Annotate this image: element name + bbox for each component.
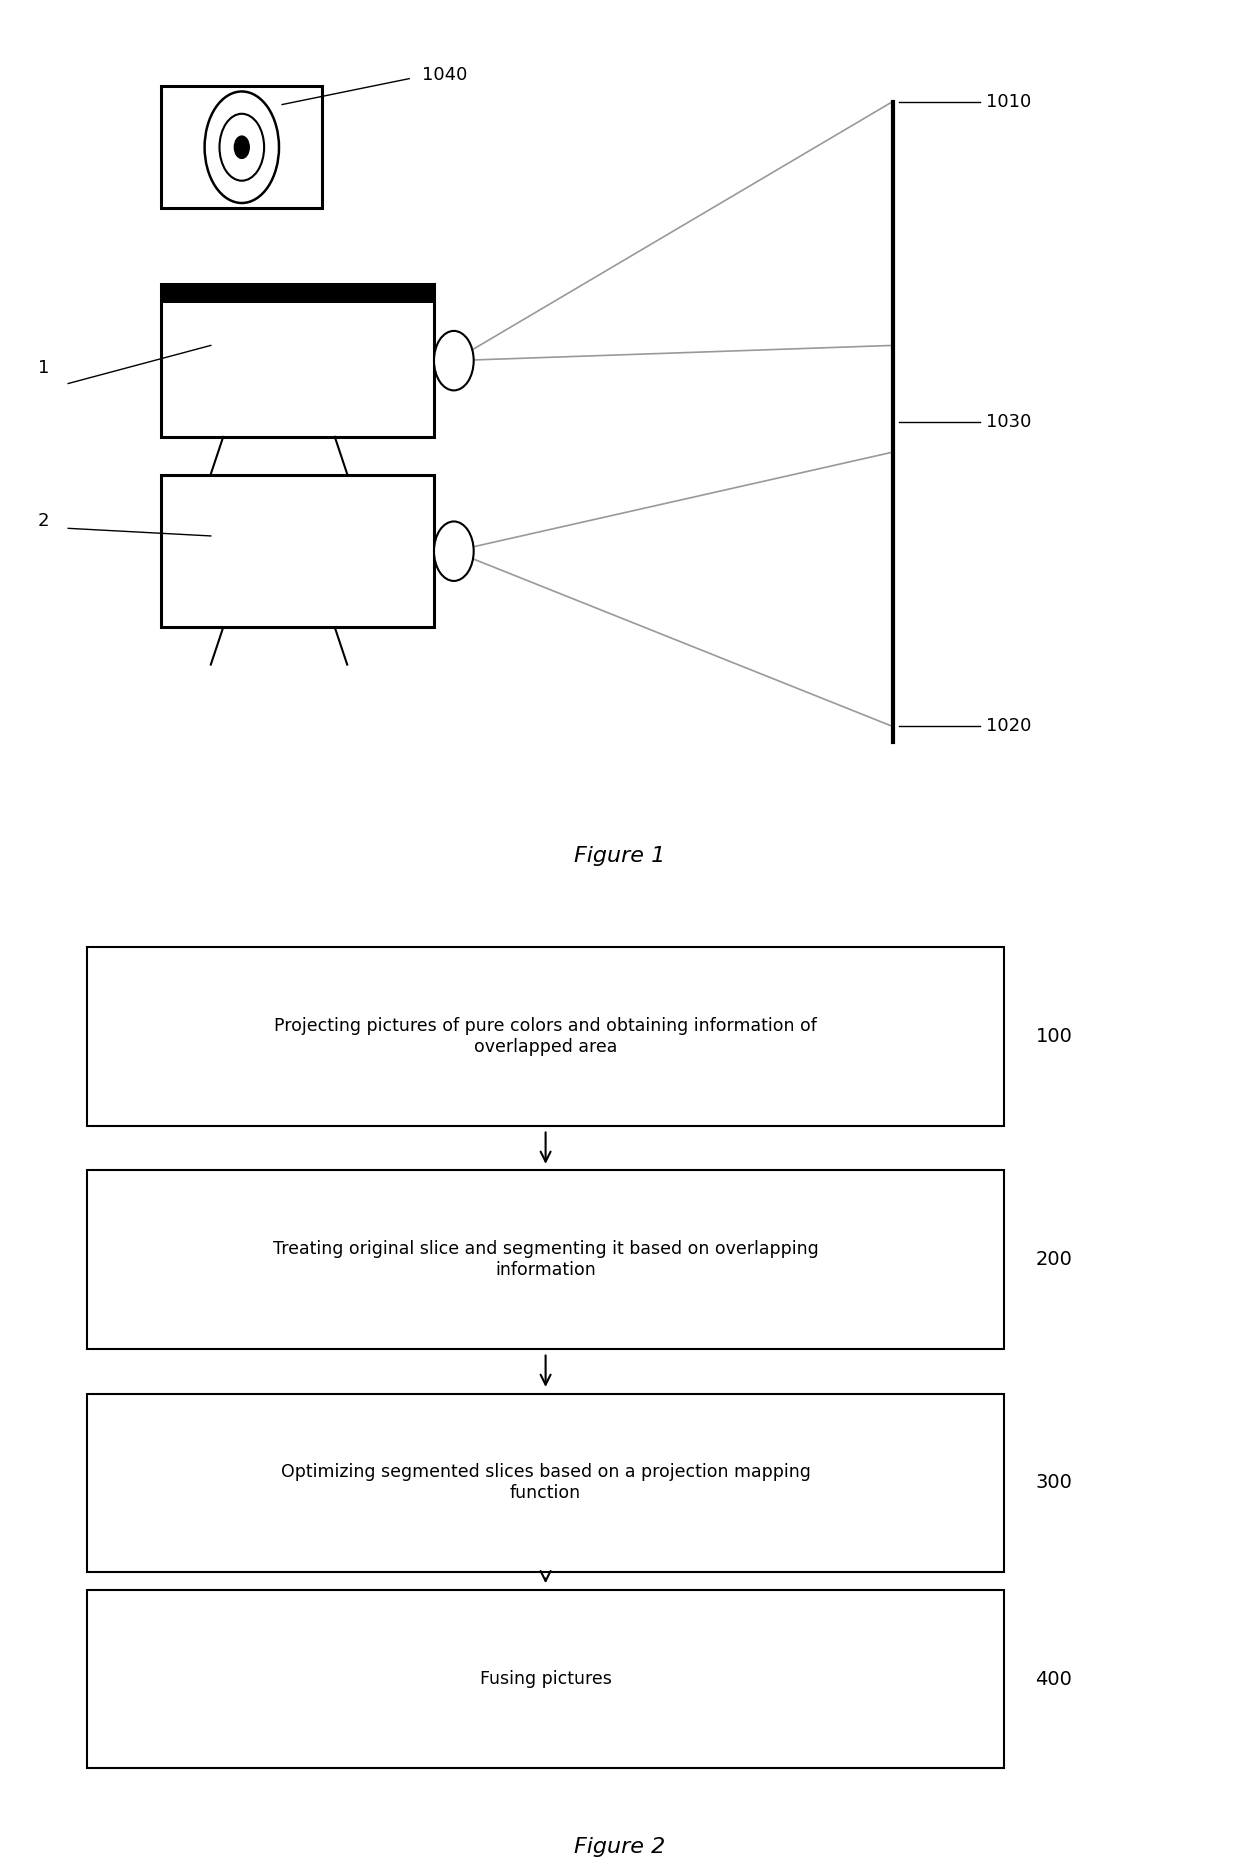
Text: Treating original slice and segmenting it based on overlapping
information: Treating original slice and segmenting i… (273, 1240, 818, 1279)
Text: 1010: 1010 (986, 93, 1030, 110)
Text: Projecting pictures of pure colors and obtaining information of
overlapped area: Projecting pictures of pure colors and o… (274, 1017, 817, 1056)
Text: 2: 2 (37, 511, 50, 530)
Circle shape (434, 331, 474, 390)
Text: 400: 400 (1035, 1669, 1073, 1688)
Text: Figure 2: Figure 2 (574, 1837, 666, 1857)
FancyBboxPatch shape (87, 948, 1004, 1127)
Circle shape (205, 91, 279, 203)
FancyBboxPatch shape (161, 284, 434, 437)
Text: 1020: 1020 (986, 718, 1032, 736)
Text: 1040: 1040 (422, 65, 467, 84)
FancyBboxPatch shape (87, 1394, 1004, 1573)
Text: Figure 1: Figure 1 (574, 846, 666, 866)
Text: Fusing pictures: Fusing pictures (480, 1669, 611, 1688)
Circle shape (434, 522, 474, 580)
Text: 200: 200 (1035, 1249, 1073, 1270)
Text: 300: 300 (1035, 1472, 1073, 1493)
FancyBboxPatch shape (87, 1589, 1004, 1768)
FancyBboxPatch shape (161, 476, 434, 628)
Circle shape (219, 113, 264, 180)
Text: Optimizing segmented slices based on a projection mapping
function: Optimizing segmented slices based on a p… (280, 1463, 811, 1502)
Text: 1: 1 (37, 359, 50, 377)
Text: 1030: 1030 (986, 413, 1032, 431)
Text: 100: 100 (1035, 1026, 1073, 1047)
FancyBboxPatch shape (87, 1171, 1004, 1350)
FancyBboxPatch shape (161, 284, 434, 303)
FancyBboxPatch shape (161, 86, 322, 208)
Circle shape (234, 136, 249, 158)
